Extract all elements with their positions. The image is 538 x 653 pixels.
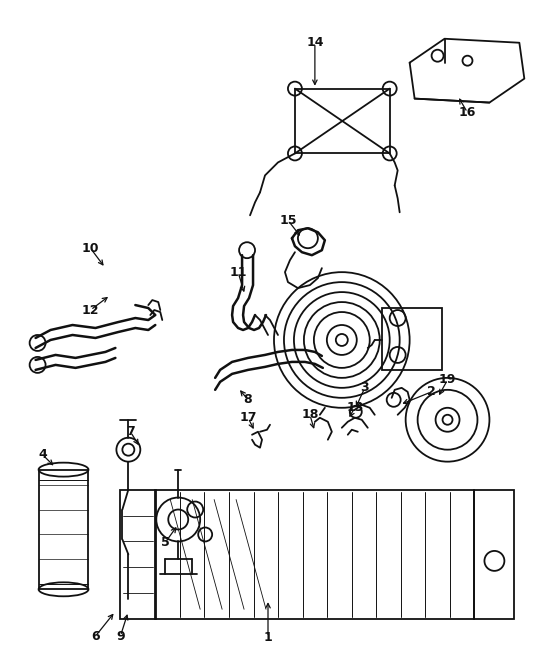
Text: 2: 2 [427, 385, 436, 398]
Bar [381, 308, 442, 370]
Text: 4: 4 [38, 448, 47, 461]
Bar [121, 490, 157, 619]
Text: 18: 18 [301, 408, 318, 421]
Text: 11: 11 [229, 266, 247, 279]
Bar [475, 490, 514, 619]
Text: 7: 7 [126, 425, 134, 438]
Text: 14: 14 [306, 36, 324, 49]
Text: 19: 19 [439, 374, 456, 387]
Text: 16: 16 [459, 106, 476, 119]
Text: 1: 1 [264, 631, 272, 644]
Text: 13: 13 [346, 402, 364, 414]
Bar [295, 89, 390, 153]
Bar [155, 490, 475, 619]
Text: 8: 8 [244, 393, 252, 406]
Text: 15: 15 [279, 214, 296, 227]
Text: 5: 5 [161, 536, 169, 549]
Bar [39, 470, 88, 589]
Text: 17: 17 [239, 411, 257, 424]
Text: 9: 9 [116, 629, 125, 643]
Text: 3: 3 [360, 381, 369, 394]
Text: 6: 6 [91, 629, 100, 643]
Text: 10: 10 [82, 242, 99, 255]
Text: 12: 12 [82, 304, 99, 317]
